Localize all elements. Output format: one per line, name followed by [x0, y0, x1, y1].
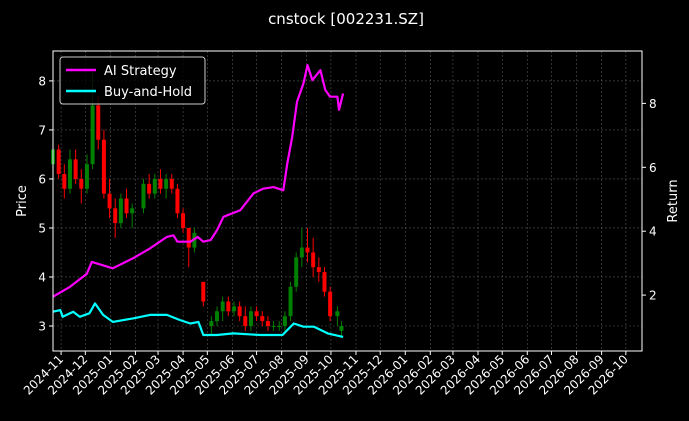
candle-body: [107, 193, 112, 209]
candle-body: [243, 316, 248, 326]
legend-label-ai: AI Strategy: [104, 64, 177, 79]
candle-body: [164, 178, 169, 189]
candle-body: [124, 198, 129, 214]
buy-and-hold-line: [52, 302, 344, 338]
candle-body: [158, 178, 163, 189]
candle-body: [282, 316, 287, 326]
candle-body: [237, 306, 242, 317]
candle-body: [84, 164, 89, 189]
candle-body: [277, 326, 282, 327]
candle-body: [96, 105, 101, 140]
candle-body: [294, 257, 299, 287]
candle-body: [248, 311, 253, 326]
y-tick-label-left: 8: [38, 74, 46, 88]
candle-body: [90, 105, 95, 165]
candle-body: [130, 208, 135, 214]
y-tick-label-right: 2: [649, 289, 657, 303]
candle-body: [226, 301, 231, 312]
legend-box: [59, 56, 206, 105]
y-tick-label-right: 6: [649, 161, 657, 175]
candle-body: [113, 208, 118, 224]
y-axis-label-left: Price: [15, 185, 30, 217]
candle-body: [101, 139, 106, 194]
candle-body: [215, 311, 220, 322]
candle-body: [288, 286, 293, 317]
candle-body: [186, 227, 191, 248]
y-tick-label-left: 3: [38, 320, 46, 334]
candle-body: [322, 272, 327, 292]
plot-frame: [52, 50, 643, 352]
candle-body: [201, 281, 206, 302]
candle-body: [147, 183, 152, 194]
legend-label-bh: Buy-and-Hold: [104, 85, 192, 100]
y-axis-label-right: Return: [666, 179, 681, 222]
y-tick-label-left: 4: [38, 270, 46, 284]
candle-body: [62, 174, 67, 189]
candle-body: [311, 252, 316, 268]
candle-body: [260, 316, 265, 322]
lines: [52, 63, 345, 338]
candle-body: [254, 311, 259, 317]
candle-body: [335, 311, 340, 317]
candle-body: [339, 326, 344, 331]
candle-body: [79, 178, 84, 189]
candle-body: [220, 301, 225, 312]
candle-body: [118, 198, 123, 224]
chart-title: cnstock [002231.SZ]: [268, 10, 424, 28]
candle-body: [175, 188, 180, 214]
y-tick-label-left: 5: [38, 221, 46, 235]
candle-body: [56, 149, 61, 175]
legend: AI Strategy Buy-and-Hold: [59, 56, 206, 105]
candle-body: [67, 159, 72, 189]
candle-body: [181, 213, 186, 228]
candle-body: [299, 247, 304, 258]
y-tick-label-right: 8: [649, 97, 657, 111]
candles: [51, 71, 344, 336]
candle-body: [305, 247, 310, 253]
candle-body: [231, 306, 236, 312]
candle-body: [209, 321, 214, 326]
y-tick-label-right: 4: [649, 225, 657, 239]
candle-body: [316, 267, 321, 273]
ai-strategy-line: [52, 63, 345, 298]
axes: 2024-112024-122025-012025-022025-032025-…: [21, 74, 657, 397]
y-tick-label-left: 7: [38, 123, 46, 137]
candle-body: [265, 321, 270, 326]
candle-body: [141, 183, 146, 209]
y-tick-label-left: 6: [38, 172, 46, 186]
candle-body: [73, 159, 78, 179]
candle-body: [271, 326, 276, 327]
candle-body: [328, 291, 333, 317]
candle-body: [169, 178, 174, 189]
candle-body: [152, 178, 157, 194]
